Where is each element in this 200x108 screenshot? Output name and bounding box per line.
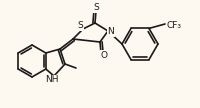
Text: S: S: [77, 21, 83, 30]
Text: NH: NH: [45, 75, 59, 84]
Text: N: N: [108, 28, 114, 37]
Text: S: S: [93, 3, 99, 13]
Text: O: O: [101, 51, 108, 60]
Text: CF₃: CF₃: [166, 21, 182, 30]
